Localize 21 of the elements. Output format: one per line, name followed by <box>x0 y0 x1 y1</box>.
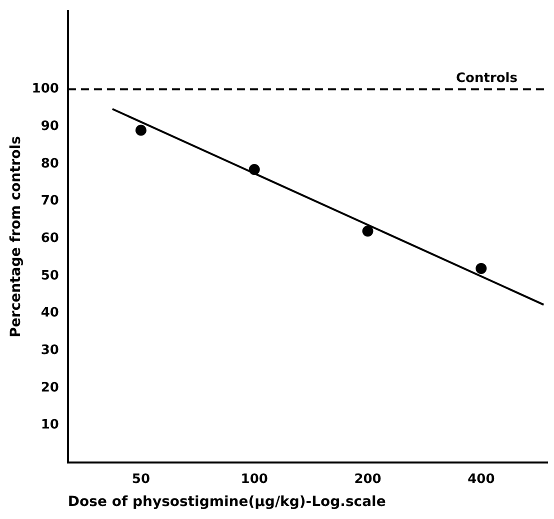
x-tick-label: 100 <box>240 472 268 487</box>
point <box>135 124 146 136</box>
y-tick-label: 20 <box>40 380 59 396</box>
point <box>362 226 374 237</box>
x-axis-title: Dose of physostigmine(μg/kg)-Log.scale <box>68 494 386 510</box>
y-tick-label: 30 <box>40 342 59 358</box>
y-tick-label: 100 <box>32 82 59 97</box>
y-tick-label: 70 <box>40 194 59 209</box>
point <box>476 262 487 274</box>
y-tick-label: 10 <box>40 418 59 433</box>
y-tick-label: 50 <box>40 268 59 284</box>
y-tick-label: 60 <box>40 230 59 246</box>
y-axis-title: Percentage from controls <box>8 136 24 338</box>
point <box>248 164 260 175</box>
x-tick-label: 200 <box>354 472 382 487</box>
y-tick-label: 80 <box>40 156 59 172</box>
y-tick-label: 40 <box>40 306 59 321</box>
x-tick-label: 50 <box>132 472 150 487</box>
y-tick-label: 90 <box>40 118 59 134</box>
ref-line-label: Controls <box>456 71 518 86</box>
x-tick-label: 400 <box>468 472 495 487</box>
